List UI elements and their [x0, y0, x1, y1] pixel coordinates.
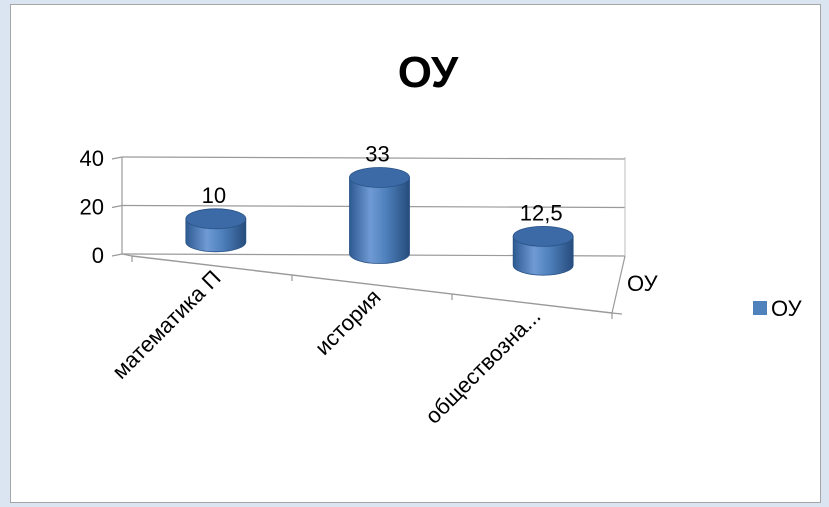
y-tick-mark	[111, 253, 123, 257]
bar-top	[349, 167, 410, 188]
data-label: 12,5	[520, 200, 563, 225]
bar-top	[512, 225, 574, 247]
legend-swatch	[753, 301, 767, 315]
bar-body	[512, 235, 574, 276]
chart-title: ОУ	[398, 48, 459, 97]
y-tick-label: 40	[80, 146, 104, 171]
x-axis	[131, 255, 613, 314]
bar-0	[185, 208, 247, 253]
floor-edge	[611, 255, 626, 314]
bars	[185, 167, 574, 276]
bar-2	[512, 225, 574, 276]
bar-body	[349, 177, 410, 264]
category-labels: математика П история обществозна...	[107, 265, 545, 428]
depth-tick-mark	[611, 312, 623, 315]
category-label: математика П	[107, 265, 225, 383]
depth-axis-label: ОУ	[627, 271, 659, 296]
y-tick-label: 0	[92, 243, 104, 268]
bar-1	[349, 167, 410, 264]
data-labels: 10 33 12,5	[202, 141, 563, 225]
legend-entry: ОУ	[771, 296, 803, 321]
category-label: история	[310, 284, 386, 360]
data-label: 10	[202, 183, 226, 208]
bar-top	[185, 208, 247, 230]
y-tick-mark	[111, 156, 123, 160]
floor-edge	[121, 253, 133, 257]
data-label: 33	[365, 141, 389, 166]
y-axis-ticks: 0 20 40	[80, 146, 104, 268]
y-tick-label: 20	[80, 195, 104, 220]
category-label: обществозна...	[420, 303, 545, 428]
chart-area	[10, 4, 821, 503]
y-tick-mark	[111, 204, 123, 209]
legend: ОУ	[753, 296, 803, 321]
gridline	[121, 156, 626, 160]
